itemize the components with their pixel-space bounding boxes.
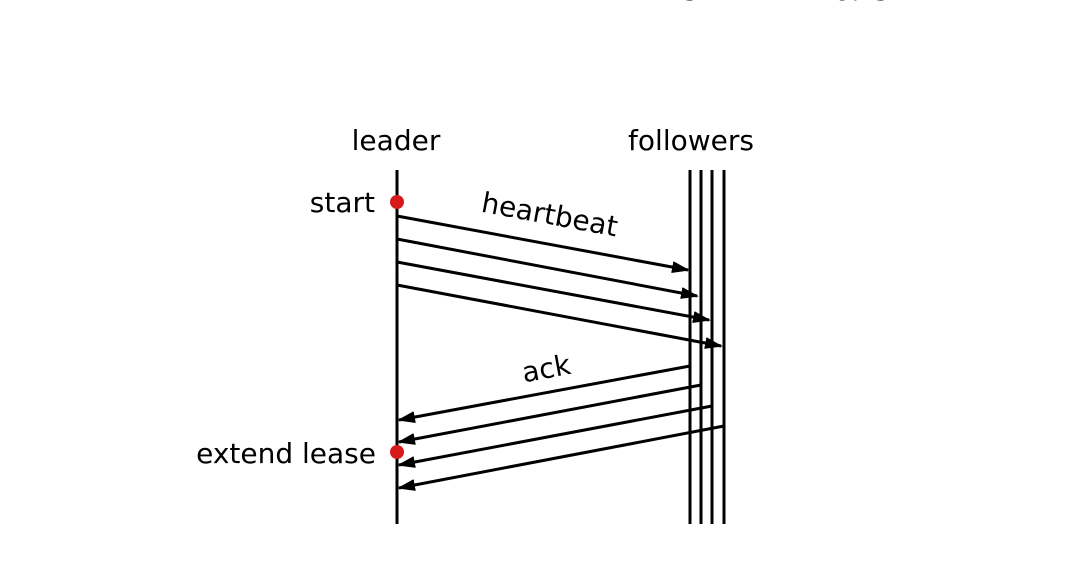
start-event-dot (390, 195, 404, 209)
start-label: start (310, 186, 375, 219)
ack-label: ack (519, 348, 574, 389)
heartbeat-arrow (396, 214, 690, 273)
ack-arrow (397, 404, 713, 468)
extend-lease-event-dot (390, 445, 404, 459)
heartbeat-arrow (396, 260, 711, 323)
heartbeat-arrow (396, 237, 699, 299)
ack-arrow (397, 383, 702, 445)
ack-arrow (397, 364, 691, 423)
ack-arrows (397, 364, 725, 491)
running-head: CHAPTER 6. CLIENT INTERACTION (678, 0, 1076, 7)
ack-arrow (397, 424, 725, 491)
heartbeat-arrow (396, 283, 723, 349)
leader-label: leader (352, 124, 441, 157)
followers-label: followers (628, 124, 754, 157)
heartbeat-arrows (396, 214, 723, 349)
extend-lease-label: extend lease (196, 437, 376, 470)
